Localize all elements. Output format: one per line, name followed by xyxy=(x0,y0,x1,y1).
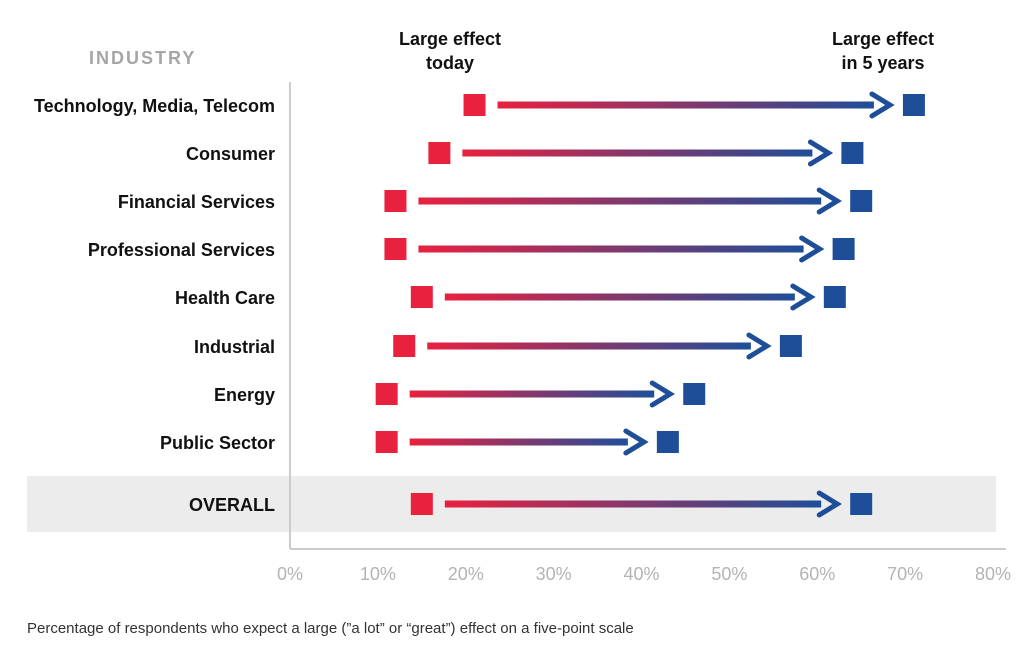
row-label: Health Care xyxy=(175,288,275,308)
today-marker xyxy=(410,286,433,308)
x-tick-label: 30% xyxy=(536,564,572,584)
row-header: INDUSTRY xyxy=(89,48,196,68)
change-arrow-head xyxy=(623,428,649,456)
change-arrow-head xyxy=(649,380,676,408)
row-industrial: Industrial xyxy=(194,332,802,360)
row-label: Energy xyxy=(214,385,275,405)
x-tick-label: 70% xyxy=(887,564,923,584)
legend-future-line2: in 5 years xyxy=(841,53,924,73)
today-marker xyxy=(384,190,407,212)
future-marker xyxy=(841,142,864,164)
future-marker xyxy=(823,286,846,308)
row-label: Public Sector xyxy=(160,433,275,453)
row-label: Technology, Media, Telecom xyxy=(34,96,275,116)
future-marker xyxy=(850,493,873,515)
chart: 0% 10% 20% 30% 40% 50% 60% 70% 80% INDUSTRY Larg… xyxy=(27,29,1011,584)
today-marker xyxy=(463,94,486,116)
today-marker xyxy=(375,431,398,453)
x-tick-label: 50% xyxy=(711,564,747,584)
change-arrow-shaft xyxy=(444,293,795,301)
x-tick-label: 60% xyxy=(799,564,835,584)
change-arrow-shaft xyxy=(444,500,822,508)
row-label: OVERALL xyxy=(189,495,275,515)
today-marker xyxy=(428,142,451,164)
change-arrow-head xyxy=(869,91,895,119)
today-marker xyxy=(393,335,416,357)
change-arrow-shaft xyxy=(418,245,804,253)
row-label: Consumer xyxy=(186,144,275,164)
row-health-care: Health Care xyxy=(175,283,846,311)
legend-today-line2: today xyxy=(426,53,474,73)
legend-future-line1: Large effect xyxy=(832,29,934,49)
row-overall: OVERALL xyxy=(189,490,873,518)
today-marker xyxy=(384,238,407,260)
future-marker xyxy=(656,431,679,453)
change-arrow-shaft xyxy=(462,149,813,157)
legend-future: Large effect in 5 years xyxy=(832,29,934,73)
future-marker xyxy=(779,335,802,357)
change-arrow-head xyxy=(746,332,772,360)
row-label: Professional Services xyxy=(88,240,275,260)
change-arrow-shaft xyxy=(409,390,655,398)
today-marker xyxy=(375,383,398,405)
change-arrow-shaft xyxy=(418,197,822,205)
change-arrow-head xyxy=(807,139,834,167)
legend-today-line1: Large effect xyxy=(399,29,501,49)
legend-today: Large effect today xyxy=(399,29,501,73)
row-technology-media-telecom: Technology, Media, Telecom xyxy=(34,91,925,119)
change-arrow-head xyxy=(799,235,825,263)
footnote: Percentage of respondents who expect a l… xyxy=(27,620,634,637)
future-marker xyxy=(683,383,706,405)
future-marker xyxy=(850,190,873,212)
row-public-sector: Public Sector xyxy=(160,428,679,456)
future-marker xyxy=(902,94,925,116)
change-arrow-head xyxy=(790,283,816,311)
x-tick-label: 20% xyxy=(448,564,484,584)
row-professional-services: Professional Services xyxy=(88,235,855,263)
x-tick-label: 10% xyxy=(360,564,396,584)
row-label: Financial Services xyxy=(118,192,275,212)
row-label: Industrial xyxy=(194,337,275,357)
x-tick-label: 0% xyxy=(277,564,303,584)
change-arrow-shaft xyxy=(497,101,874,109)
future-marker xyxy=(832,238,855,260)
today-marker xyxy=(410,493,433,515)
rows-layer: Technology, Media, Telecom Consumer Financ… xyxy=(34,91,925,518)
change-arrow-head xyxy=(816,490,842,518)
change-arrow-shaft xyxy=(409,438,628,446)
row-financial-services: Financial Services xyxy=(118,187,873,215)
axis-layer: 0% 10% 20% 30% 40% 50% 60% 70% 80% xyxy=(277,82,1011,584)
row-consumer: Consumer xyxy=(186,139,864,167)
row-energy: Energy xyxy=(214,380,706,408)
x-tick-label: 80% xyxy=(975,564,1011,584)
change-arrow-head xyxy=(816,187,842,215)
change-arrow-shaft xyxy=(427,342,751,350)
x-tick-label: 40% xyxy=(623,564,659,584)
